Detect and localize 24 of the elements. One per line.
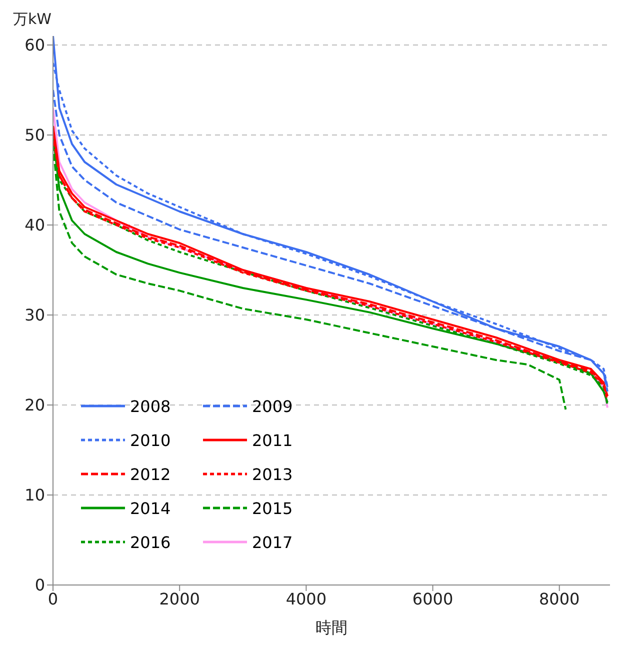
y-tick-label: 30 <box>24 306 45 325</box>
legend-label: 2010 <box>130 430 171 450</box>
y-tick-label: 60 <box>24 36 45 55</box>
x-tick-label: 8000 <box>539 589 580 608</box>
y-axis-title: 万kW <box>13 10 52 28</box>
legend-label: 2015 <box>252 498 293 518</box>
y-tick-label: 50 <box>24 126 45 145</box>
x-tick-label: 6000 <box>412 589 454 608</box>
x-tick-label: 4000 <box>286 589 327 608</box>
y-tick-label: 20 <box>24 396 45 415</box>
x-tick-label: 0 <box>48 589 58 608</box>
legend-label: 2011 <box>252 430 293 450</box>
x-axis-title: 時間 <box>316 618 348 637</box>
legend-label: 2008 <box>130 396 171 416</box>
legend-label: 2017 <box>252 532 293 552</box>
legend-label: 2012 <box>130 464 171 484</box>
y-tick-label: 40 <box>24 216 45 235</box>
y-tick-label: 10 <box>24 486 45 505</box>
legend-label: 2016 <box>130 532 171 552</box>
x-tick-label: 2000 <box>159 589 200 608</box>
legend-label: 2014 <box>130 498 171 518</box>
legend-label: 2013 <box>252 464 293 484</box>
y-tick-label: 0 <box>34 576 45 595</box>
legend-label: 2009 <box>252 396 293 416</box>
